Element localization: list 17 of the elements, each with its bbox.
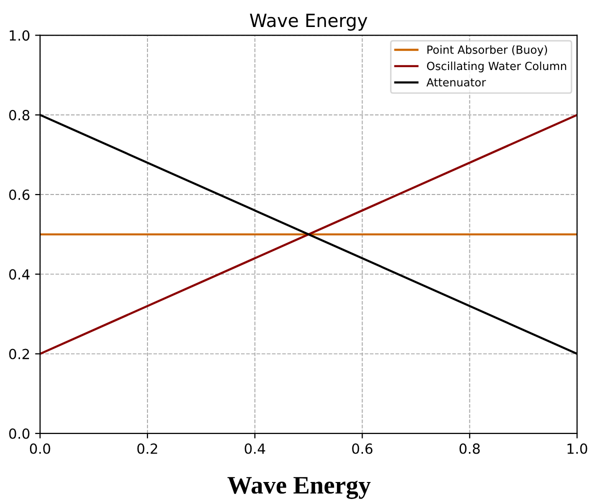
y-tick-label: 0.4	[9, 269, 30, 280]
legend-label: Oscillating Water Column	[426, 62, 566, 72]
chart-title: Wave Energy	[250, 14, 368, 31]
y-tick-label: 1.0	[10, 30, 30, 41]
x-tick-label: 0.2	[137, 443, 158, 454]
x-tick-label: 1.0	[568, 443, 588, 454]
x-tick-label: 0.4	[244, 443, 266, 454]
y-tick-label: 0.2	[9, 348, 29, 360]
y-tick-label: 0.6	[9, 190, 30, 200]
legend-label: Point Absorber (Buoy)	[427, 45, 548, 56]
x-tick-label: 0.0	[30, 443, 50, 454]
y-tick-label: 0.8	[9, 110, 30, 120]
x-tick-label: 0.8	[460, 443, 480, 454]
x-tick-label: 0.6	[352, 443, 372, 454]
y-tick-label: 0.0	[9, 428, 30, 439]
text: Wave Energy	[227, 477, 371, 499]
legend-label: Attenuator	[426, 78, 486, 86]
